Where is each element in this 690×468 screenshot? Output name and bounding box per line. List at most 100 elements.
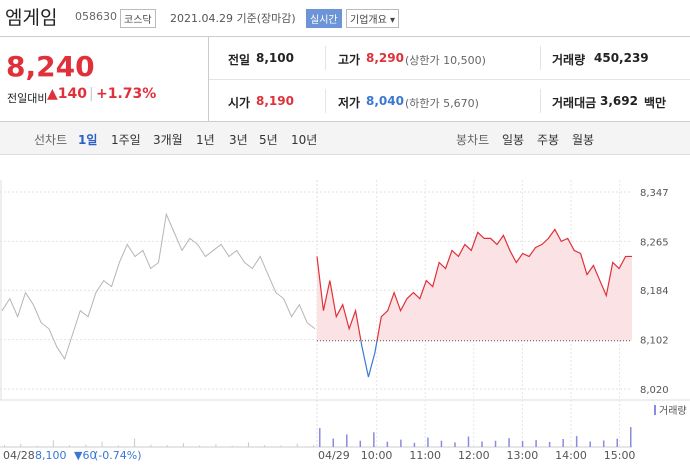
volume-bar bbox=[69, 445, 71, 447]
period-tab[interactable]: 3년 bbox=[229, 133, 248, 147]
yesterday-change-pct: (-0.74%) bbox=[94, 449, 142, 462]
stock-name: 엠게임 bbox=[5, 7, 58, 29]
volume-bar bbox=[494, 440, 497, 447]
candle-tab[interactable]: 주봉 bbox=[537, 133, 560, 147]
volume-bar bbox=[521, 441, 524, 447]
stat-label: 고가 bbox=[338, 53, 361, 67]
volume-bar bbox=[373, 432, 375, 447]
volume-bar bbox=[313, 445, 314, 447]
volume-bar bbox=[134, 438, 136, 447]
stat-extra: (상한가 10,500) bbox=[405, 54, 486, 67]
change: ▲140 bbox=[47, 86, 87, 102]
volume-bar bbox=[413, 442, 416, 447]
volume-bar bbox=[36, 445, 38, 447]
volume-bar bbox=[562, 439, 564, 447]
period-tab[interactable]: 1주일 bbox=[111, 133, 141, 147]
volume-bar bbox=[508, 438, 510, 447]
volume-bar bbox=[427, 437, 429, 447]
volume-bar bbox=[481, 441, 483, 447]
stat-value: 8,040 bbox=[366, 94, 404, 108]
volume-bar bbox=[616, 438, 618, 447]
period-tab[interactable]: 1일 bbox=[78, 133, 98, 147]
x-tick-label: 15:00 bbox=[604, 449, 636, 462]
stat-unit: 백만 bbox=[644, 96, 667, 110]
y-tick-label: 8,347 bbox=[640, 188, 669, 199]
market-badge: 코스닥 bbox=[120, 9, 156, 28]
volume-bar bbox=[346, 434, 348, 447]
volume-bar bbox=[215, 444, 217, 447]
yesterday-change: ▼60 bbox=[74, 449, 96, 462]
volume-bar bbox=[4, 445, 5, 447]
today-line bbox=[316, 228, 632, 341]
stat-label: 시가 bbox=[228, 96, 251, 110]
y-tick-label: 8,102 bbox=[640, 336, 669, 347]
volume-bar bbox=[454, 442, 456, 447]
period-tab[interactable]: 1년 bbox=[196, 133, 215, 147]
volume-bar bbox=[199, 445, 201, 447]
volume-bar bbox=[359, 440, 362, 447]
volume-bar bbox=[117, 445, 119, 447]
stat-label: 전일 bbox=[228, 53, 251, 67]
volume-bar bbox=[630, 427, 632, 447]
volume-bar bbox=[319, 428, 321, 447]
volume-bar bbox=[535, 440, 537, 447]
x-tick-label: 11:00 bbox=[409, 449, 441, 462]
period-tab[interactable]: 10년 bbox=[291, 133, 318, 147]
yesterday-date: 04/28 bbox=[3, 449, 35, 462]
volume-label: 거래량 bbox=[659, 405, 687, 417]
volume-bar bbox=[548, 441, 551, 447]
candle-tab[interactable]: 월봉 bbox=[572, 133, 595, 147]
change-pct: +1.73% bbox=[96, 86, 157, 102]
volume-bar bbox=[166, 445, 168, 447]
period-tab[interactable]: 5년 bbox=[259, 133, 278, 147]
y-tick-label: 8,020 bbox=[640, 385, 669, 396]
change-label: 전일대비 bbox=[7, 92, 48, 105]
volume-bar bbox=[440, 440, 443, 447]
volume-bar bbox=[182, 443, 184, 447]
candle-tab[interactable]: 일봉 bbox=[502, 133, 525, 147]
x-tick-label: 13:00 bbox=[507, 449, 539, 462]
volume-bar bbox=[52, 440, 54, 447]
company-info-button[interactable]: 기업개요 ▾ bbox=[346, 9, 399, 28]
divider bbox=[325, 46, 326, 70]
x-tick-label: 12:00 bbox=[458, 449, 490, 462]
stat-label: 거래량 bbox=[552, 53, 586, 67]
yesterday-close: 8,100 bbox=[35, 449, 67, 462]
volume-bar bbox=[467, 436, 470, 447]
volume-bar bbox=[332, 438, 335, 447]
volume-bar bbox=[296, 443, 298, 447]
volume-bar bbox=[101, 441, 103, 447]
volume-bar bbox=[85, 444, 87, 447]
volume-bar bbox=[386, 441, 389, 447]
candle-chart-label: 봉차트 bbox=[456, 133, 490, 147]
volume-legend-swatch bbox=[654, 405, 656, 415]
yesterday-line bbox=[1, 212, 316, 361]
date: 2021.04.29 기준(장마감) bbox=[170, 12, 296, 25]
stock-code: 058630 bbox=[75, 10, 117, 23]
today-date: 04/29 bbox=[318, 449, 350, 462]
volume-bar bbox=[20, 443, 22, 447]
divider bbox=[540, 89, 541, 113]
volume-bar bbox=[575, 436, 578, 447]
volume-bar bbox=[231, 445, 233, 447]
y-tick-label: 8,184 bbox=[640, 286, 669, 297]
x-tick-label: 10:00 bbox=[361, 449, 393, 462]
today-line-below bbox=[360, 340, 378, 378]
divider bbox=[325, 89, 326, 113]
volume-bar bbox=[280, 445, 282, 447]
stat-value: 8,100 bbox=[256, 51, 294, 65]
stat-label: 저가 bbox=[338, 96, 361, 110]
divider bbox=[209, 79, 690, 80]
stat-value: 8,290 bbox=[366, 51, 404, 65]
line-chart-label: 선차트 bbox=[34, 133, 68, 147]
volume-bar bbox=[589, 441, 591, 447]
tab-bar bbox=[0, 121, 690, 155]
divider bbox=[540, 46, 541, 70]
y-tick-label: 8,265 bbox=[640, 237, 669, 248]
period-tab[interactable]: 3개월 bbox=[153, 133, 183, 147]
realtime-badge[interactable]: 실시간 bbox=[306, 9, 342, 28]
divider bbox=[0, 36, 690, 37]
price: 8,240 bbox=[6, 50, 95, 83]
